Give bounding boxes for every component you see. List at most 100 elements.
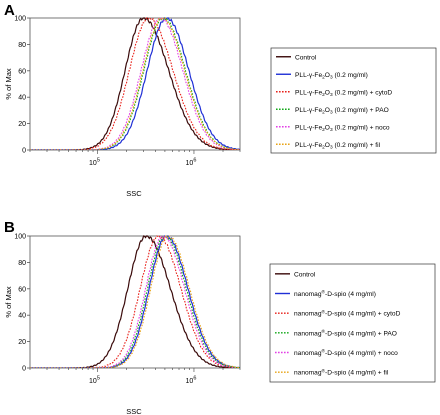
y-tick-label: 100 <box>14 16 26 23</box>
legend-text: PLL-γ-Fe <box>295 124 322 131</box>
x-tick-base: 10 <box>186 378 194 385</box>
panel-label: B <box>4 219 15 236</box>
plot-frame <box>29 235 241 369</box>
legend-superscript: ® <box>322 348 326 355</box>
y-tick-label: 20 <box>18 121 26 128</box>
legend-label-4: PLL-γ-Fe2O3 (0.2 mg/ml) + noco <box>295 124 390 133</box>
x-tick-exponent: 6 <box>193 158 196 164</box>
legend-superscript: ® <box>322 289 326 296</box>
y-tick-label: 20 <box>18 339 26 346</box>
legend-text: O <box>325 89 330 96</box>
y-tick-label: 40 <box>18 95 26 102</box>
x-tick-label: 106 <box>186 158 197 168</box>
x-tick-label: 106 <box>186 376 197 386</box>
legend-subscript: 3 <box>330 92 333 98</box>
x-tick-base: 10 <box>89 378 97 385</box>
legend-text: PLL-γ-Fe <box>295 89 322 96</box>
y-tick-label: 80 <box>18 260 26 267</box>
panel-label: A <box>4 2 15 19</box>
legend-text: (0.2 mg/ml) + noco <box>333 124 390 131</box>
legend-subscript: 3 <box>330 145 333 151</box>
legend-label-0: Control <box>294 271 316 278</box>
legend-text: PLL-γ-Fe <box>295 107 322 114</box>
series-line-4 <box>30 235 240 368</box>
plot-frame <box>29 17 241 151</box>
legend-label-0: Control <box>295 54 317 61</box>
legend-label-1: nanomag®-D-spio (4 mg/ml) <box>294 289 376 298</box>
legend-subscript: 2 <box>322 75 325 81</box>
legend-text: O <box>325 107 330 114</box>
legend-text: nanomag <box>294 330 322 337</box>
y-tick-label: 0 <box>22 148 26 155</box>
x-tick-base: 10 <box>186 160 194 167</box>
legend-text: (0.2 mg/ml) + cytoD <box>333 89 393 96</box>
y-tick-label: 100 <box>14 234 26 241</box>
legend-superscript: ® <box>322 308 326 315</box>
series-line-0 <box>30 17 240 150</box>
legend-subscript: 2 <box>322 92 325 98</box>
series-line-1 <box>30 235 240 368</box>
legend-label-5: nanomag®-D-spio (4 mg/ml) + fil <box>294 367 389 376</box>
legend-text: -D-spio (4 mg/ml) + noco <box>325 350 398 357</box>
series-line-3 <box>30 235 240 368</box>
series-line-1 <box>30 17 240 150</box>
legend-superscript: ® <box>322 367 326 374</box>
y-tick-label: 40 <box>18 313 26 320</box>
y-tick-label: 60 <box>18 286 26 293</box>
legend-label-4: nanomag®-D-spio (4 mg/ml) + noco <box>294 348 398 357</box>
curves <box>30 235 240 368</box>
legend-text: nanomag <box>294 350 322 357</box>
legend-box <box>269 263 436 383</box>
x-tick-exponent: 5 <box>97 158 100 164</box>
legend-text: nanomag <box>294 370 322 377</box>
y-tick-label: 60 <box>18 68 26 75</box>
y-tick-label: 0 <box>22 366 26 373</box>
series-line-4 <box>30 17 240 150</box>
y-axis-label: % of Max <box>4 68 13 100</box>
legend-label-3: PLL-γ-Fe2O3 (0.2 mg/ml) + PAO <box>295 107 389 116</box>
legend-text: PLL-γ-Fe <box>295 72 322 79</box>
legend-box <box>270 47 437 154</box>
legend-subscript: 3 <box>330 110 333 116</box>
series-line-2 <box>30 235 240 368</box>
y-tick-label: 80 <box>18 42 26 49</box>
series-line-0 <box>30 235 240 368</box>
legend-text: nanomag <box>294 291 322 298</box>
legend-text: (0.2 mg/ml) + fil <box>333 142 381 149</box>
legend-subscript: 3 <box>330 75 333 81</box>
series-line-3 <box>30 17 240 150</box>
x-tick-label: 105 <box>89 158 100 168</box>
x-axis-label: SSC <box>126 189 142 198</box>
legend-text: O <box>325 72 330 79</box>
legend-text: O <box>325 124 330 131</box>
legend-text: -D-spio (4 mg/ml) + fil <box>325 370 389 377</box>
legend-subscript: 3 <box>330 127 333 133</box>
legend-label-2: nanomag®-D-spio (4 mg/ml) + cytoD <box>294 308 401 317</box>
curves <box>30 16 240 150</box>
legend-subscript: 2 <box>322 110 325 116</box>
legend-label-5: PLL-γ-Fe2O3 (0.2 mg/ml) + fil <box>295 142 381 151</box>
x-axis-label: SSC <box>126 407 142 415</box>
legend-text: PLL-γ-Fe <box>295 142 322 149</box>
legend-text: Control <box>295 54 317 61</box>
legend-label-1: PLL-γ-Fe2O3 (0.2 mg/ml) <box>295 72 368 81</box>
x-tick-label: 105 <box>89 376 100 386</box>
x-tick-base: 10 <box>89 160 97 167</box>
legend-superscript: ® <box>322 328 326 335</box>
legend-text: (0.2 mg/ml) <box>333 72 368 79</box>
legend-text: -D-spio (4 mg/ml) <box>325 291 376 298</box>
legend-subscript: 2 <box>322 145 325 151</box>
series-line-2 <box>30 17 240 150</box>
legend-text: (0.2 mg/ml) + PAO <box>333 107 389 114</box>
legend-label-3: nanomag®-D-spio (4 mg/ml) + PAO <box>294 328 397 337</box>
legend-text: -D-spio (4 mg/ml) + cytoD <box>325 311 401 318</box>
legend-subscript: 2 <box>322 127 325 133</box>
legend-text: nanomag <box>294 311 322 318</box>
legend-text: O <box>325 142 330 149</box>
legend-text: Control <box>294 271 316 278</box>
series-line-5 <box>30 235 240 368</box>
legend-text: -D-spio (4 mg/ml) + PAO <box>325 330 397 337</box>
